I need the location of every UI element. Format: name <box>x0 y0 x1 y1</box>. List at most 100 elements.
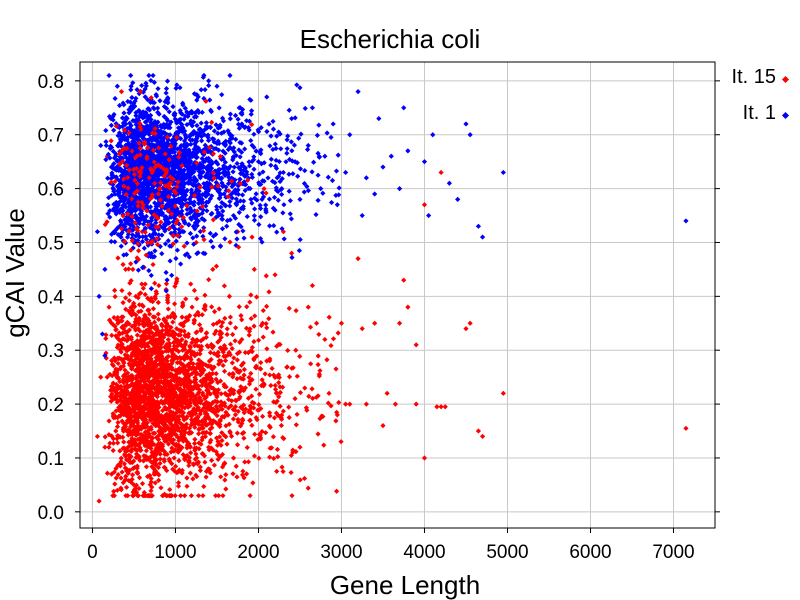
point-it1 <box>225 128 231 134</box>
point-it1 <box>234 236 240 242</box>
point-it15 <box>240 360 246 366</box>
point-it15 <box>157 456 163 462</box>
point-it15 <box>334 412 340 418</box>
point-it15 <box>123 391 130 397</box>
point-it15 <box>251 266 257 273</box>
point-it15 <box>191 365 197 371</box>
point-it15 <box>241 386 247 392</box>
point-it1 <box>287 198 293 204</box>
point-it15 <box>144 440 150 446</box>
point-it15 <box>140 371 146 377</box>
point-it15 <box>125 370 131 376</box>
point-it15 <box>141 403 147 409</box>
point-it1 <box>139 82 145 89</box>
point-it15 <box>186 425 193 431</box>
point-it15 <box>213 371 219 377</box>
point-it15 <box>258 406 264 412</box>
point-it15 <box>234 474 240 480</box>
point-it15 <box>321 442 327 448</box>
point-it15 <box>116 404 122 411</box>
point-it15 <box>155 316 162 322</box>
point-it15 <box>315 353 321 359</box>
point-it15 <box>267 372 273 378</box>
point-it15 <box>186 455 193 461</box>
point-it15 <box>123 266 129 273</box>
point-it15 <box>232 365 238 371</box>
point-it15 <box>141 424 148 430</box>
point-it15 <box>158 398 164 404</box>
point-it1 <box>120 120 127 126</box>
point-it15 <box>176 467 182 473</box>
point-it15 <box>207 350 214 356</box>
point-it1 <box>276 129 282 135</box>
point-it1 <box>234 160 240 167</box>
point-it15 <box>223 486 229 492</box>
point-it1 <box>186 175 192 181</box>
point-it15 <box>121 345 127 351</box>
point-it15 <box>129 418 135 424</box>
point-it15 <box>231 355 237 361</box>
point-it1 <box>249 200 255 206</box>
point-it15 <box>181 393 188 399</box>
point-it15 <box>326 390 332 396</box>
point-it15 <box>187 312 193 319</box>
point-it1 <box>328 199 335 206</box>
point-it15 <box>170 437 177 443</box>
point-it15 <box>158 329 164 335</box>
point-it15 <box>107 371 113 378</box>
point-it15 <box>169 366 175 372</box>
point-it1 <box>106 113 113 120</box>
point-it1 <box>170 223 176 229</box>
point-it15 <box>355 256 361 262</box>
point-it1 <box>315 197 321 203</box>
point-it15 <box>152 345 158 351</box>
point-it1 <box>256 180 262 186</box>
point-it1 <box>168 119 174 125</box>
point-it15 <box>155 328 162 334</box>
point-it15 <box>209 457 215 464</box>
point-it15 <box>222 390 228 396</box>
point-it15 <box>253 415 259 421</box>
point-it15 <box>162 425 168 431</box>
point-it15 <box>247 403 253 409</box>
point-it1 <box>103 157 109 163</box>
point-it15 <box>141 379 148 385</box>
point-it1 <box>232 112 239 119</box>
point-it15 <box>211 309 218 315</box>
point-it15 <box>142 281 148 287</box>
point-it15 <box>131 360 137 366</box>
point-it1 <box>256 221 262 228</box>
point-it1 <box>207 230 213 236</box>
point-it15 <box>285 347 291 354</box>
point-it1 <box>313 211 319 218</box>
point-it15 <box>182 353 188 359</box>
point-it15 <box>216 441 222 447</box>
point-it15 <box>130 489 136 495</box>
point-it1 <box>179 201 185 207</box>
point-it1 <box>248 111 254 117</box>
point-it15 <box>115 360 121 367</box>
point-it1 <box>126 107 132 113</box>
point-it15 <box>293 448 299 455</box>
point-it1 <box>108 122 114 128</box>
point-it15 <box>139 281 145 287</box>
point-it15 <box>363 401 369 407</box>
point-it1 <box>284 137 290 143</box>
point-it15 <box>155 299 161 306</box>
point-it15 <box>169 445 175 451</box>
point-it1 <box>155 134 161 140</box>
point-it15 <box>153 290 160 297</box>
point-it15 <box>102 434 108 440</box>
point-it1 <box>279 226 285 232</box>
point-it15 <box>184 483 190 489</box>
point-it1 <box>199 109 205 115</box>
point-it15 <box>140 358 146 364</box>
point-it15 <box>214 389 220 396</box>
point-it1 <box>111 111 117 118</box>
point-it1 <box>277 170 283 176</box>
point-it1 <box>119 230 125 236</box>
point-it15 <box>219 464 226 470</box>
point-it15 <box>434 404 440 410</box>
point-it15 <box>128 261 134 267</box>
point-it1 <box>165 238 171 244</box>
